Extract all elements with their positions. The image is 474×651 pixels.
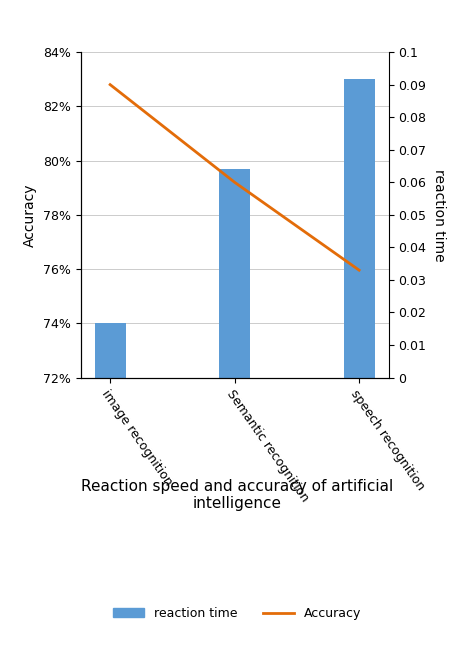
Y-axis label: reaction time: reaction time [432,169,446,261]
Accuracy [356,266,362,274]
Text: Reaction speed and accuracy of artificial
intelligence: Reaction speed and accuracy of artificia… [81,478,393,511]
Bar [219,169,250,651]
Accuracy [107,81,113,89]
Bar [344,79,374,651]
Bar [95,324,126,651]
Accuracy [232,178,237,186]
Line: Accuracy: Accuracy [110,85,359,270]
Legend: reaction time, Accuracy: reaction time, Accuracy [108,602,366,625]
Y-axis label: Accuracy: Accuracy [23,183,37,247]
